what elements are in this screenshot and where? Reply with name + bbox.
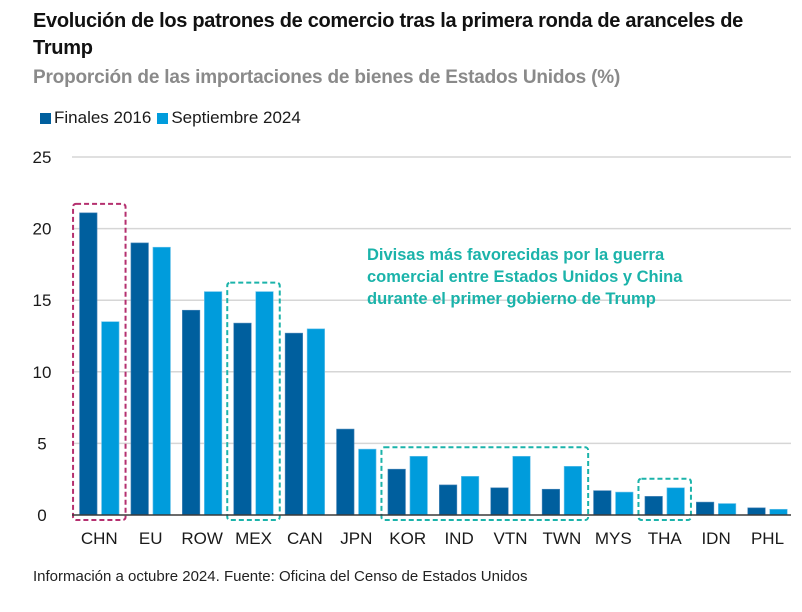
y-tick-label-20: 20 [33,220,52,239]
legend-label-2016: Finales 2016 [54,108,152,127]
bar-twn-2016 [541,488,560,516]
bar-eu-2016 [130,242,149,516]
bar-kor-2016 [387,468,406,516]
bar-eu-2024 [152,246,171,516]
annotation-line-3: durante el primer gobierno de Trump [367,290,656,308]
x-label-jpn: JPN [340,529,372,548]
bar-idn-2024 [718,503,737,516]
legend: Finales 2016 Septiembre 2024 [40,108,307,128]
bars [79,212,788,516]
bar-mex-2024 [255,291,274,516]
y-tick-label-0: 0 [37,506,46,525]
x-label-vtn: VTN [494,529,528,548]
x-label-ind: IND [444,529,473,548]
y-tick-label-25: 25 [33,148,52,167]
bar-can-2024 [306,328,325,516]
x-label-tha: THA [648,529,683,548]
bar-tha-2016 [644,496,663,516]
legend-swatch-2024 [157,112,169,124]
y-axis-ticks: 0 5 10 15 20 25 [33,148,52,525]
bar-kor-2024 [409,455,428,516]
bar-chn-2016 [79,212,98,516]
x-label-eu: EU [139,529,163,548]
highlight-box-kor-ind-vtn-twn [380,446,590,521]
chart-subtitle: Proporción de las importaciones de biene… [33,67,621,88]
legend-swatch-2016 [40,112,51,124]
legend-label-2024: Septiembre 2024 [171,108,301,127]
bar-mex-2016 [233,322,252,516]
bar-tha-2024 [666,487,685,516]
footer-source: Información a octubre 2024. Fuente: Ofic… [33,568,528,585]
bar-ind-2024 [461,476,480,516]
highlight-boxes [72,202,692,522]
highlight-box-chn [72,202,127,522]
bar-ind-2016 [439,484,458,516]
bar-can-2016 [284,332,303,516]
annotation-text: Divisas más favorecidas por la guerra co… [367,244,682,310]
bar-vtn-2016 [490,487,509,516]
highlight-box-tha [637,477,692,521]
bar-mys-2024 [615,491,634,516]
bar-jpn-2016 [336,428,355,516]
x-label-row: ROW [181,529,223,548]
x-label-chn: CHN [81,529,118,548]
bar-phl-2024 [769,508,788,516]
y-tick-label-10: 10 [33,363,52,382]
y-tick-label-15: 15 [33,291,52,310]
bar-chn-2024 [101,321,120,516]
bar-jpn-2024 [358,448,377,516]
bar-twn-2024 [563,466,582,516]
bar-row-2024 [204,291,223,516]
y-tick-label-5: 5 [37,434,46,453]
x-axis-labels: CHN EU ROW MEX CAN JPN KOR IND VTN TWN MYS THA IDN PH… [81,529,784,548]
x-label-kor: KOR [389,529,426,548]
bar-mys-2016 [593,490,612,516]
annotation-line-2: comercial entre Estados Unidos y China [367,268,683,286]
x-label-can: CAN [287,529,323,548]
x-label-phl: PHL [751,529,784,548]
bar-idn-2016 [696,501,715,516]
legend-item-2016: Finales 2016 [40,108,151,128]
bar-row-2016 [182,309,201,516]
bar-phl-2016 [747,507,766,516]
legend-item-2024: Septiembre 2024 [157,108,301,128]
x-label-mex: MEX [235,529,272,548]
annotation-line-1: Divisas más favorecidas por la guerra [367,246,665,264]
x-label-idn: IDN [701,529,730,548]
chart-title: Evolución de los patrones de comercio tr… [33,10,743,59]
x-label-twn: TWN [543,529,582,548]
x-label-mys: MYS [595,529,632,548]
bar-vtn-2024 [512,455,531,516]
